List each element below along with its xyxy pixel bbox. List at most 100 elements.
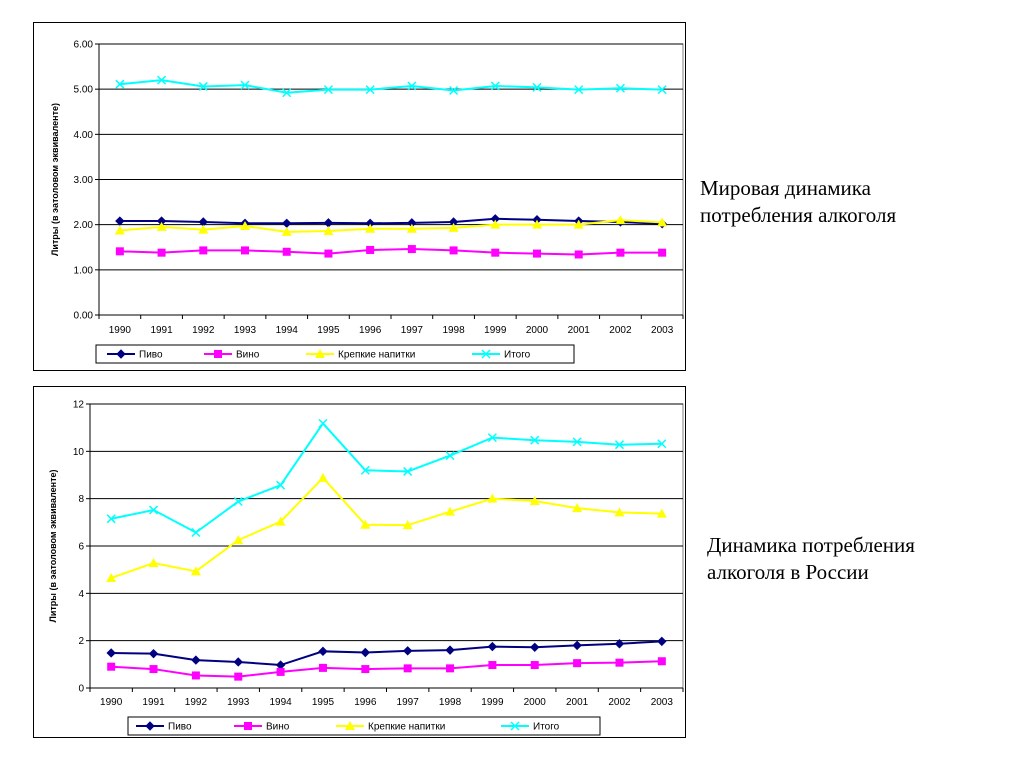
russia-y-axis-label: Литры (в эатоловом эквиваленте) [48,470,58,623]
world-x-tick-label: 1992 [192,325,215,336]
russia-data-point [148,648,159,659]
russia-data-point [446,664,455,673]
world-data-point [490,81,500,91]
world-data-point [115,247,124,256]
russia-series-0 [106,636,667,670]
russia-data-point [445,645,455,655]
russia-data-point [276,480,286,490]
world-data-point [658,248,667,257]
russia-y-tick-label: 12 [73,400,85,411]
world-legend-box [95,344,575,364]
russia-legend-label: Крепкие напитки [368,722,445,733]
world-x-tick-label: 1994 [276,325,299,336]
russia-x-tick-label: 2003 [651,697,674,708]
world-data-point [198,224,209,234]
russia-legend: Пиво Вино Крепкие напитки Итого [127,716,601,736]
world-data-point [573,219,584,229]
world-series-line [119,79,663,94]
russia-x-tick-label: 1996 [354,697,377,708]
world-y-tick-label: 2.00 [74,220,94,231]
world-x-tick-label: 1995 [317,325,340,336]
world-y-axis-label: Литры (в эатоловом эквиваленте) [50,103,60,256]
russia-legend-marker [510,721,520,731]
world-data-point [449,246,458,255]
russia-data-point [190,566,201,576]
russia-data-point [191,527,201,538]
russia-data-point [233,496,243,507]
russia-y-tick-label: 6 [78,542,84,553]
russia-data-point [529,496,540,506]
russia-data-point [402,520,413,530]
world-data-point [365,223,376,233]
world-series-3 [115,75,667,98]
world-data-point [115,216,125,226]
world-y-tick-label: 6.00 [74,40,94,51]
russia-series-line [110,476,662,579]
world-x-tick-label: 2003 [651,325,674,336]
world-data-point [406,223,417,233]
world-y-tick-label: 1.00 [74,265,94,276]
russia-data-point [106,572,117,582]
russia-data-point [403,664,412,673]
world-data-point [157,75,167,85]
russia-data-point [656,508,667,518]
world-data-point [115,79,125,89]
russia-series-2 [106,472,667,582]
russia-data-point [318,418,328,428]
world-data-point [574,250,583,259]
russia-series-3 [106,418,667,538]
russia-x-tick-label: 1991 [142,697,165,708]
world-caption-line-1: Мировая динамика [700,176,871,200]
world-x-tick-label: 2000 [526,325,549,336]
world-data-point [323,225,334,235]
russia-caption: Динамика потребления алкоголя в России [707,532,1007,586]
world-data-point [657,217,668,227]
world-legend-label: Вино [236,350,260,361]
world-legend-marker [214,350,222,358]
russia-y-tick-label: 8 [78,494,84,505]
russia-legend-item: Вино [234,722,290,733]
world-data-point [615,215,626,225]
russia-data-point [149,665,158,674]
russia-legend-marker [345,721,355,730]
russia-legend-item: Итого [501,721,560,733]
russia-data-point [614,507,625,517]
world-data-point [533,249,541,258]
russia-data-point [234,672,243,681]
russia-data-point [614,440,624,450]
russia-legend-item: Пиво [136,721,192,733]
world-legend-item: Крепкие напитки [306,349,415,361]
world-caption-line-2: потребления алкоголя [700,203,897,227]
world-data-point [615,83,625,93]
russia-data-point [530,661,539,670]
world-data-point [282,88,292,98]
russia-data-point [275,516,286,526]
world-data-point [365,85,375,95]
russia-chart-frame: 0 2 4 6 8 10 12 1990 1991 1992 1993 1994 1995 1996 199… [33,386,686,738]
world-data-point [491,248,500,257]
world-legend-item: Пиво [107,349,163,361]
russia-x-tick-label: 1995 [312,697,335,708]
world-data-point [241,246,249,255]
world-legend-item: Вино [204,350,260,361]
russia-caption-line-1: Динамика потребления [707,533,915,557]
russia-data-point [572,640,582,651]
world-data-point [157,248,166,257]
russia-data-point [487,641,498,652]
world-legend-marker [315,349,325,358]
russia-data-point [361,665,370,674]
world-legend: Пиво Вино Крепкие напитки Итого [95,344,575,364]
russia-data-point [233,535,244,545]
world-data-point [490,219,501,229]
russia-legend-marker [145,721,155,731]
world-series-line [119,248,663,256]
world-data-point [114,225,125,235]
russia-data-point [572,503,583,513]
world-data-point [532,219,542,229]
russia-data-point [318,646,328,657]
russia-data-point [657,439,667,449]
russia-data-point [148,558,159,568]
russia-y-tick-label: 4 [78,589,84,600]
world-legend-label: Итого [504,350,531,361]
world-chart-frame: 0.00 1.00 2.00 3.00 4.00 5.00 6.00 1990 1991 1992… [33,22,686,371]
